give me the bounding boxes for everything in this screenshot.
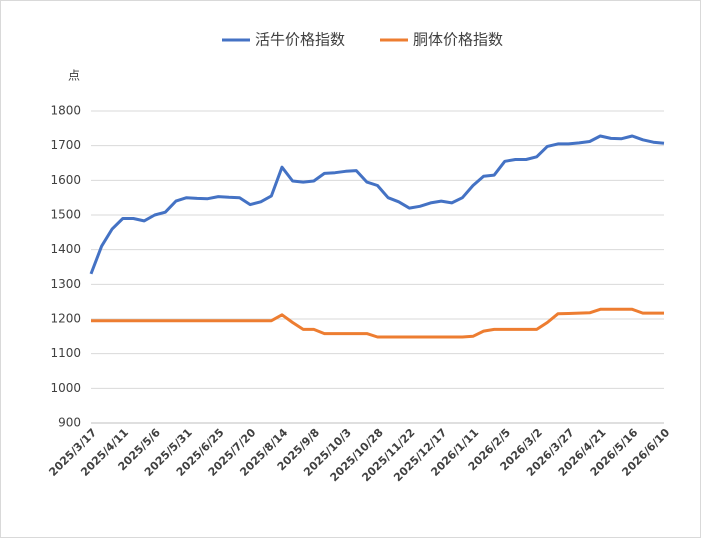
y-tick-label: 1300: [50, 277, 81, 291]
legend-label: 胴体价格指数: [413, 31, 503, 49]
legend-label: 活牛价格指数: [255, 31, 345, 49]
y-tick-label: 1800: [50, 104, 81, 118]
y-tick-label: 1600: [50, 173, 81, 187]
y-tick-label: 1100: [50, 346, 81, 360]
series-line: [91, 307, 664, 339]
series-line: [89, 134, 665, 275]
y-tick-label: 1400: [50, 242, 81, 256]
y-unit: 点: [68, 69, 80, 83]
y-tick-label: 1500: [50, 208, 81, 222]
y-tick-label: 1700: [50, 138, 81, 152]
y-tick-label: 900: [58, 416, 81, 430]
y-tick-label: 1200: [50, 312, 81, 326]
y-tick-label: 1000: [50, 381, 81, 395]
